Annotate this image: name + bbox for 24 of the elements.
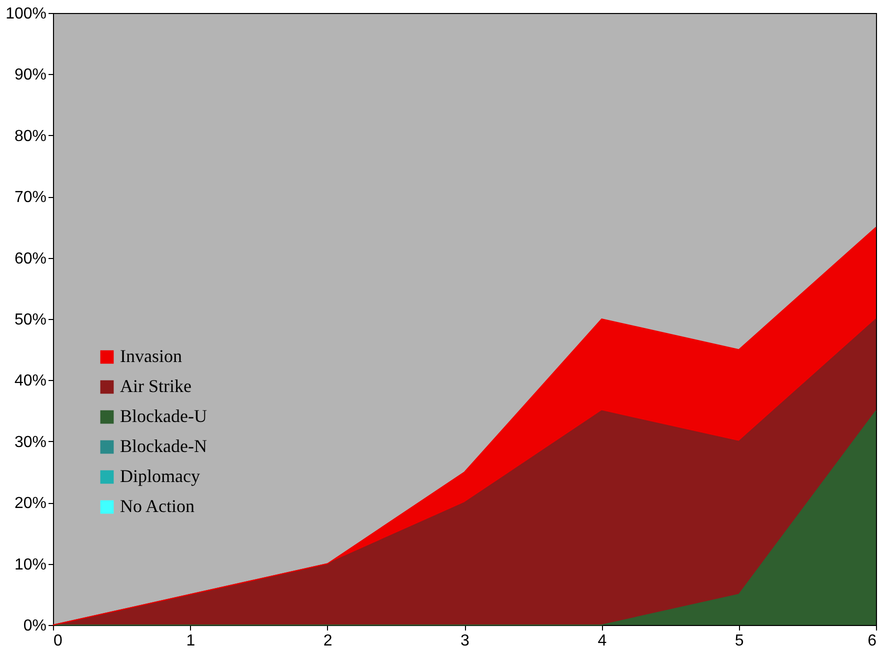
- y-tick-label: 30%: [14, 434, 46, 451]
- x-tick-label: 1: [186, 632, 196, 650]
- legend-label: Invasion: [120, 346, 182, 366]
- x-tick-label: 2: [323, 632, 332, 650]
- y-tick-label: 90%: [14, 66, 46, 84]
- x-tick-label: 5: [734, 632, 744, 650]
- legend-label: Air Strike: [120, 376, 192, 396]
- legend-label: Diplomacy: [120, 466, 200, 486]
- x-tick-label: 6: [868, 632, 877, 650]
- legend-label: Blockade-U: [120, 406, 207, 426]
- y-tick-label: 80%: [14, 128, 46, 145]
- x-tick-label: 0: [54, 632, 62, 650]
- x-tick-label: 4: [598, 632, 607, 650]
- x-tick-label: 3: [460, 632, 470, 650]
- y-tick-label: 40%: [14, 372, 46, 390]
- y-tick-label: 10%: [14, 556, 46, 574]
- legend-label: No Action: [120, 496, 194, 516]
- legend-label: Blockade-N: [120, 436, 207, 456]
- y-tick-label: 100%: [6, 6, 46, 22]
- y-tick-label: 50%: [14, 312, 46, 328]
- y-tick-label: 0%: [23, 618, 46, 634]
- y-tick-label: 60%: [14, 250, 46, 268]
- y-tick-label: 70%: [14, 189, 46, 206]
- y-tick-label: 20%: [14, 495, 46, 512]
